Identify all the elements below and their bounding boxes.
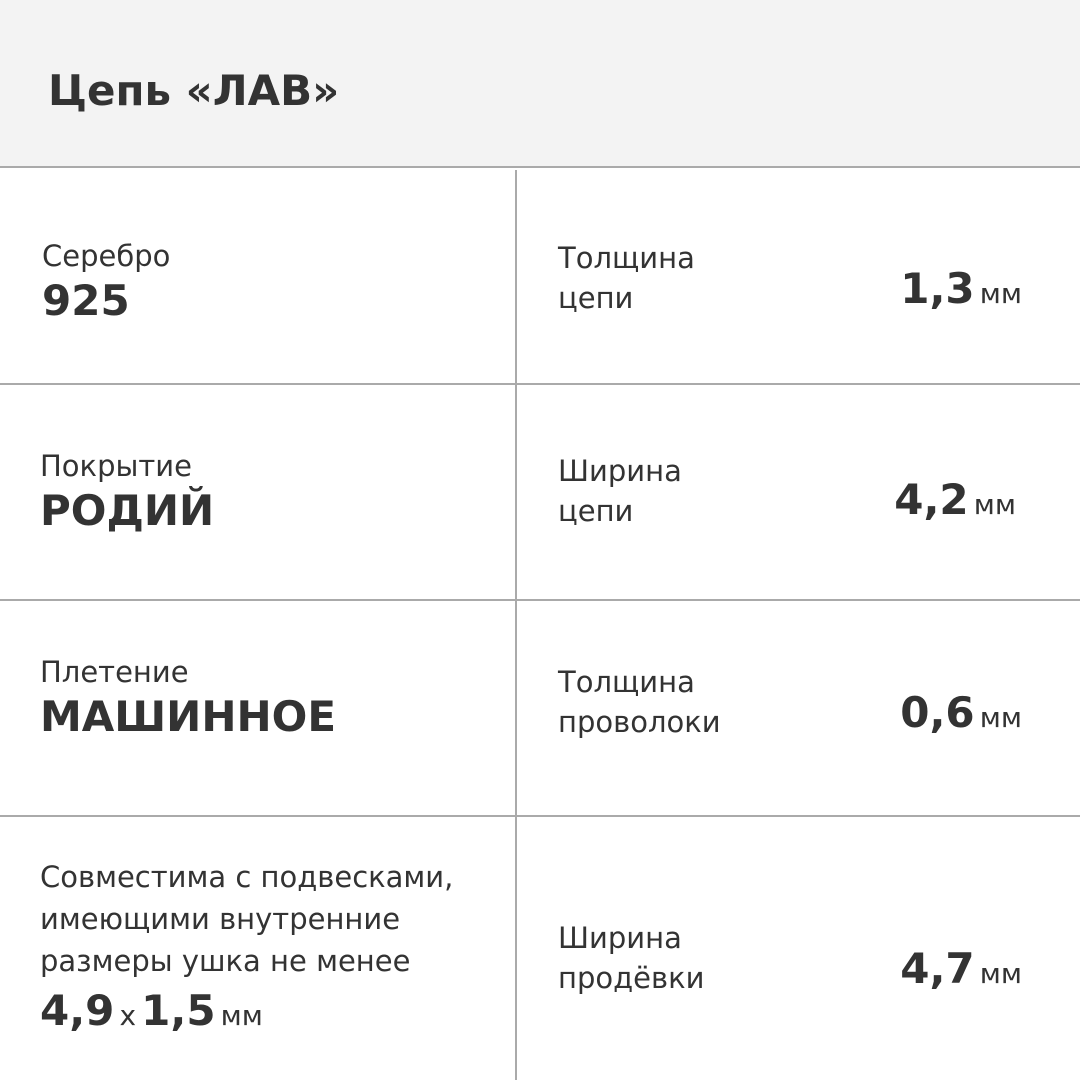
spec-coating: Покрытие РОДИЙ <box>40 446 214 535</box>
spec-unit: мм <box>973 488 1016 521</box>
spec-chain-thickness: Толщина цепи 1,3 мм <box>558 238 1080 318</box>
spec-label: проволоки <box>558 705 721 739</box>
spec-value: 0,6 <box>900 688 975 737</box>
spec-label: размеры ушка не менее <box>40 944 411 978</box>
spec-label: Покрытие <box>40 449 192 483</box>
spec-label: цепи <box>558 494 634 528</box>
spec-unit: мм <box>979 701 1022 734</box>
page-title: Цепь «ЛАВ» <box>48 66 340 115</box>
spec-silver: Серебро 925 <box>42 236 170 325</box>
spec-label: имеющими внутренние <box>40 902 401 936</box>
spec-label: Совместима с подвесками, <box>40 860 454 894</box>
spec-value: 4,9 <box>40 986 115 1035</box>
spec-chain-width: Ширина цепи 4,2 мм <box>558 451 1080 531</box>
row-divider <box>0 383 1080 385</box>
spec-label: Толщина <box>558 241 695 275</box>
spec-value: 4,2 <box>894 475 969 524</box>
row-divider <box>0 599 1080 601</box>
spec-threading-width: Ширина продёвки 4,7 мм <box>558 918 1080 998</box>
spec-value: 4,7 <box>900 944 975 993</box>
spec-unit: мм <box>979 277 1022 310</box>
spec-label: Ширина <box>558 921 682 955</box>
spec-unit: мм <box>220 999 263 1032</box>
row-divider <box>0 815 1080 817</box>
spec-label: Толщина <box>558 665 695 699</box>
spec-label: Плетение <box>40 655 189 689</box>
column-divider <box>515 170 517 1080</box>
spec-weaving: Плетение МАШИННОЕ <box>40 652 336 741</box>
spec-value: 925 <box>42 276 130 325</box>
spec-unit: мм <box>979 957 1022 990</box>
spec-value: МАШИННОЕ <box>40 692 337 741</box>
times-sign: x <box>119 999 137 1032</box>
spec-wire-thickness: Толщина проволоки 0,6 мм <box>558 662 1080 742</box>
spec-compatibility: Совместима с подвесками, имеющими внутре… <box>40 856 453 1035</box>
spec-label: Серебро <box>42 239 171 273</box>
spec-value: РОДИЙ <box>40 486 215 535</box>
spec-value: 1,3 <box>900 264 975 313</box>
header: Цепь «ЛАВ» <box>0 0 1080 168</box>
spec-value: 1,5 <box>141 986 216 1035</box>
spec-label: цепи <box>558 281 634 315</box>
spec-label: продёвки <box>558 961 705 995</box>
spec-label: Ширина <box>558 454 682 488</box>
